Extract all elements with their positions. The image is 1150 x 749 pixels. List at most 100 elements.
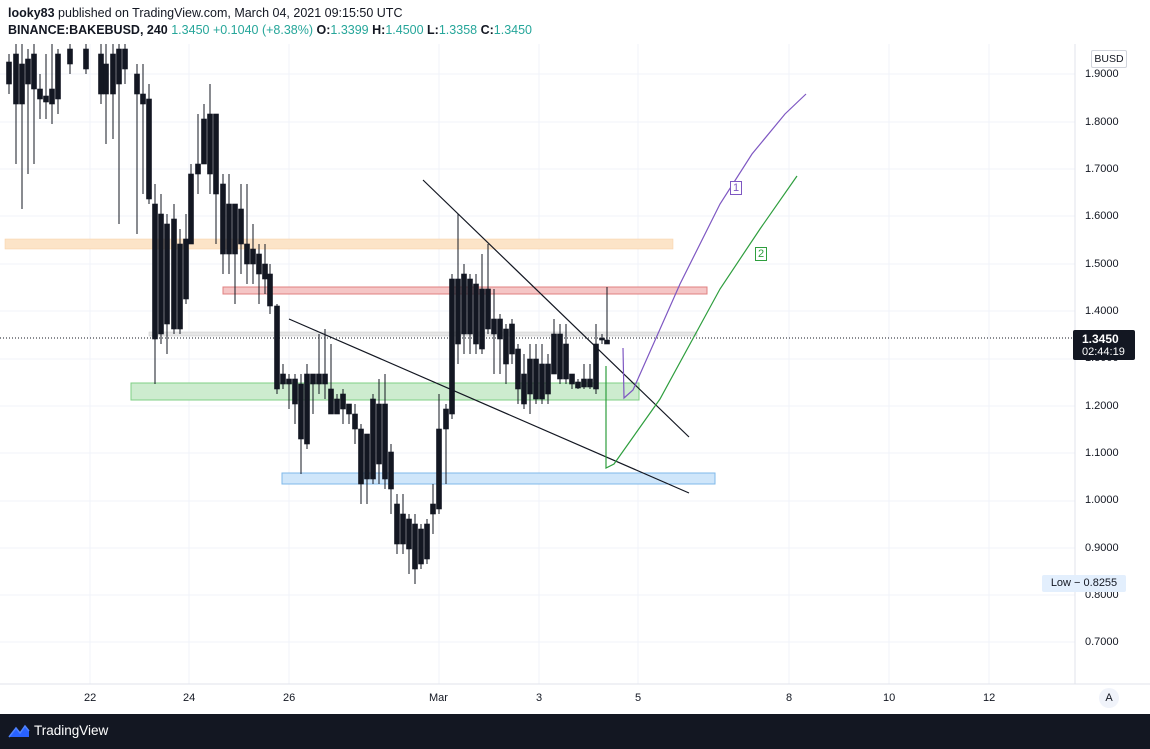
candle-body — [551, 333, 557, 375]
tradingview-brand[interactable]: TradingView — [34, 723, 109, 738]
candle-body — [55, 53, 61, 100]
candle-body — [146, 98, 152, 200]
candle-body — [43, 95, 49, 103]
candle-body — [443, 408, 449, 430]
candle-body — [467, 278, 473, 335]
chart-header: looky83 published on TradingView.com, Ma… — [0, 0, 1150, 44]
wedge-lower-trendline[interactable] — [288, 318, 690, 494]
candle-body — [430, 503, 436, 515]
support-zone-blue[interactable] — [281, 472, 716, 485]
candle-body — [334, 398, 340, 415]
time-tick: 3 — [536, 692, 543, 704]
chart-pane[interactable] — [0, 44, 1150, 714]
candle-body — [37, 88, 43, 100]
candle-body — [13, 53, 19, 105]
candle-body — [267, 273, 273, 307]
candle-body — [280, 373, 286, 385]
candle-body — [515, 348, 521, 390]
price-tick: 0.7000 — [1085, 636, 1119, 648]
candle-body — [183, 238, 189, 300]
candle-body — [503, 328, 509, 365]
price-tick: 1.5000 — [1085, 258, 1119, 270]
candle-body — [358, 428, 364, 485]
candle-body — [116, 48, 122, 85]
candle-body — [158, 213, 164, 335]
price-tick: 1.2000 — [1085, 400, 1119, 412]
candle-body — [232, 203, 238, 255]
wave-label-1[interactable]: 1 — [730, 181, 742, 195]
candle-body — [304, 373, 310, 445]
candle-body — [406, 518, 412, 550]
candle-body — [575, 381, 581, 389]
tradingview-logo-icon[interactable] — [8, 723, 30, 739]
candle-body — [83, 48, 89, 70]
pivot-zone-gray[interactable] — [148, 331, 698, 337]
candle-body — [424, 523, 430, 560]
candle-body — [364, 433, 370, 480]
wedge-upper-trendline[interactable] — [422, 179, 690, 438]
wave-label-2[interactable]: 2 — [755, 247, 767, 261]
candle-body — [67, 48, 73, 65]
price-tick: 1.8000 — [1085, 116, 1119, 128]
candle-body — [569, 373, 575, 385]
candle-body — [6, 61, 12, 85]
candle-body — [581, 378, 587, 388]
projection-path-1[interactable] — [622, 93, 807, 400]
candle-body — [376, 403, 382, 465]
time-tick: 24 — [183, 692, 196, 704]
time-tick: 22 — [84, 692, 97, 704]
price-tick: 0.9000 — [1085, 542, 1119, 554]
candle-body — [238, 208, 244, 245]
candle-body — [292, 378, 298, 405]
candle-body — [539, 363, 545, 400]
chart-canvas[interactable] — [0, 44, 1150, 714]
candle-body — [449, 278, 455, 415]
resistance-zone-orange[interactable] — [4, 238, 674, 250]
publish-info: looky83 published on TradingView.com, Ma… — [8, 6, 402, 20]
time-tick: 10 — [883, 692, 896, 704]
price-tick: 0.8000 — [1085, 589, 1119, 601]
candle-body — [394, 503, 400, 545]
change-value: +0.1040 (+8.38%) — [212, 23, 314, 37]
candle-body — [322, 373, 328, 385]
low-key: L: — [427, 23, 439, 37]
price-tick: 1.4000 — [1085, 305, 1119, 317]
symbol-name[interactable]: BINANCE:BAKEBUSD, 240 — [8, 23, 168, 37]
candle-body — [599, 337, 605, 341]
currency-label[interactable]: BUSD — [1091, 50, 1127, 68]
projection-path-2[interactable] — [605, 175, 798, 469]
time-tick: 5 — [635, 692, 642, 704]
low-value: 1.3358 — [438, 23, 478, 37]
time-tick: Mar — [429, 692, 448, 704]
candlestick-series — [6, 44, 610, 584]
candle-body — [491, 318, 497, 335]
last-value: 1.3450 — [171, 23, 210, 37]
published-text: published on TradingView.com, March 04, … — [58, 6, 403, 20]
candle-body — [49, 88, 55, 105]
candle-body — [527, 358, 533, 395]
author-name[interactable]: looky83 — [8, 6, 55, 20]
low-price-label: Low − 0.8255 — [1042, 575, 1126, 592]
price-tick: 1.1000 — [1085, 447, 1119, 459]
candle-body — [19, 63, 25, 105]
candle-body — [604, 339, 610, 345]
time-tick: 26 — [283, 692, 296, 704]
candle-body — [473, 283, 479, 345]
price-tick: 1.7000 — [1085, 163, 1119, 175]
close-value: 1.3450 — [493, 23, 533, 37]
candle-body — [220, 183, 226, 255]
candle-body — [461, 273, 467, 335]
candle-body — [188, 173, 194, 245]
candle-body — [346, 403, 352, 415]
candle-body — [195, 163, 201, 175]
candle-body — [286, 378, 292, 385]
candle-body — [152, 203, 158, 340]
candle-body — [25, 58, 31, 85]
candle-body — [213, 113, 219, 195]
auto-scale-button[interactable]: A — [1099, 688, 1119, 708]
last-price-label: 1.3450 02:44:19 — [1073, 330, 1135, 360]
candle-body — [412, 523, 418, 570]
candle-body — [545, 363, 551, 395]
candle-body — [171, 218, 177, 330]
candle-body — [31, 53, 37, 90]
